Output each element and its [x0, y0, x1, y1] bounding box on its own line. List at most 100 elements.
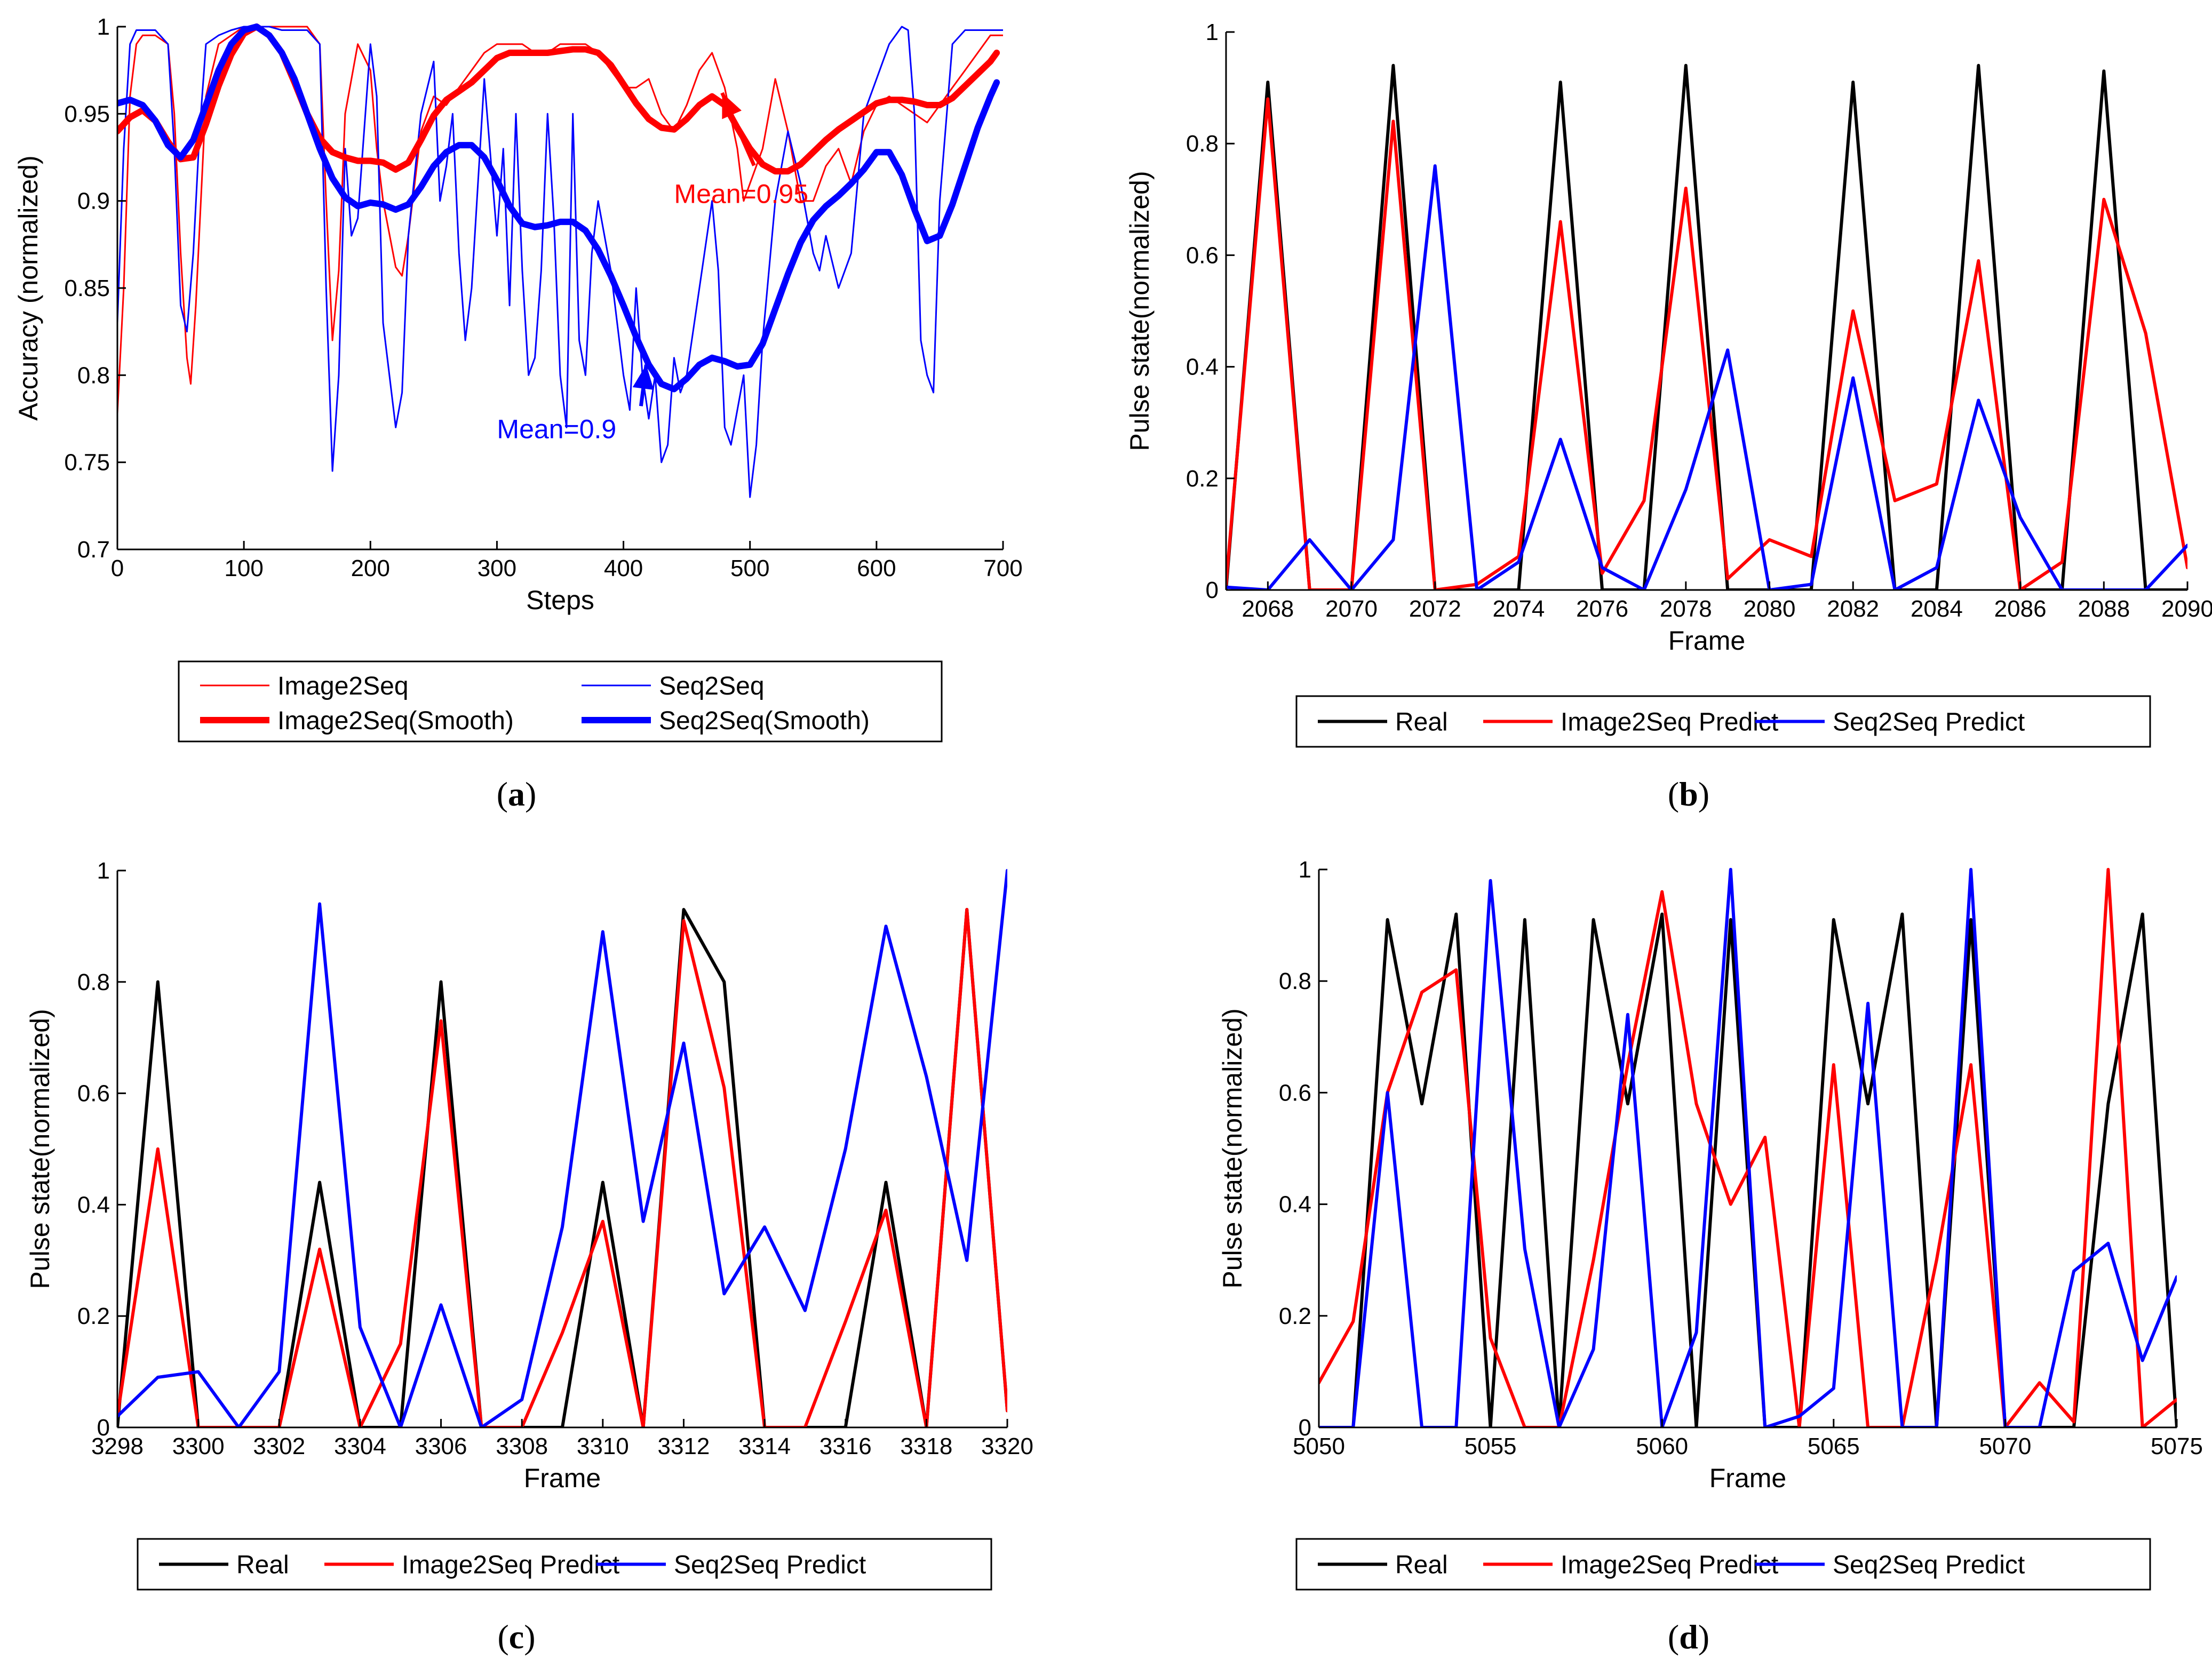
legend-box: [178, 660, 943, 743]
series-line-seq2seq: [117, 26, 1003, 498]
x-tick-label: 5050: [1293, 1433, 1345, 1459]
series-group: [117, 869, 1007, 1427]
x-tick-label: 2080: [1744, 596, 1796, 622]
x-axis-label: Frame: [1668, 626, 1745, 656]
series-group: [117, 23, 1003, 498]
x-tick-label: 2086: [1994, 596, 2047, 622]
y-axis-label: Pulse state(normalized): [1218, 1008, 1247, 1288]
x-tick-label: 3316: [819, 1433, 872, 1459]
x-tick-label: 3302: [253, 1433, 305, 1459]
annotation-arrow-head: [722, 93, 742, 119]
panel-caption: (d): [1668, 1618, 1709, 1656]
y-tick-label: 0.7: [77, 537, 110, 563]
y-tick-label: 1: [1299, 857, 1311, 883]
legend-label: Image2Seq(Smooth): [277, 707, 514, 735]
x-tick-label: 2076: [1576, 596, 1628, 622]
series-line-seq2seq-smooth-: [117, 23, 1000, 393]
series-group: [1226, 63, 2187, 590]
y-tick-label: 0.9: [77, 188, 110, 214]
x-tick-label: 0: [111, 555, 124, 581]
legend-label: Image2Seq: [277, 672, 409, 700]
series-group: [1319, 868, 2177, 1427]
x-tick-label: 2090: [2161, 596, 2212, 622]
x-axis-label: Steps: [526, 585, 594, 615]
y-tick-label: 0.4: [77, 1192, 110, 1218]
x-tick-label: 3318: [900, 1433, 952, 1459]
y-tick-label: 0.4: [1279, 1192, 1311, 1218]
y-tick-label: 0.8: [77, 362, 110, 388]
y-tick-label: 0.2: [77, 1303, 110, 1329]
legend-label: Image2Seq Predict: [1561, 1551, 1778, 1579]
chart-panel-d: 5050 5055 5060 5065 5070 5075 0 0.2 0.4 0.6 0.8 1 Fr…: [1218, 857, 2203, 1656]
y-tick-label: 0.8: [1186, 131, 1219, 157]
x-tick-label: 3300: [172, 1433, 225, 1459]
x-tick-label: 500: [730, 555, 769, 581]
series-line-image2seq-predict: [117, 908, 1007, 1427]
y-tick-label: 0.95: [64, 101, 110, 127]
legend-label: Image2Seq Predict: [402, 1551, 619, 1579]
y-tick-label: 0.85: [64, 275, 110, 301]
x-tick-label: 3308: [496, 1433, 548, 1459]
legend-label: Real: [236, 1551, 289, 1579]
y-tick-label: 0.2: [1186, 466, 1219, 492]
x-tick-label: 5065: [1808, 1433, 1860, 1459]
series-line-image2seq-smooth-: [117, 23, 1000, 175]
series-line-real: [117, 908, 1007, 1427]
series-line-seq2seq-predict: [117, 869, 1007, 1427]
x-tick-label: 5060: [1636, 1433, 1688, 1459]
x-tick-label: 600: [857, 555, 896, 581]
x-tick-label: 400: [604, 555, 643, 581]
legend-label: Seq2Seq Predict: [1833, 1551, 2025, 1579]
x-tick-label: 5075: [2151, 1433, 2203, 1459]
legend-label: Seq2Seq Predict: [1833, 708, 2025, 737]
legend-box: [1295, 695, 2151, 748]
y-tick-label: 0.6: [1186, 242, 1219, 268]
y-tick-label: 0.75: [64, 450, 110, 476]
x-tick-label: 2084: [1911, 596, 1963, 622]
y-tick-label: 0.8: [77, 969, 110, 995]
x-tick-label: 3320: [981, 1433, 1033, 1459]
y-tick-label: 0.6: [77, 1081, 110, 1107]
legend-label: Seq2Seq Predict: [674, 1551, 866, 1579]
x-tick-label: 3314: [738, 1433, 791, 1459]
y-tick-label: 0.4: [1186, 354, 1219, 380]
x-tick-label: 200: [351, 555, 390, 581]
y-tick-label: 1: [1206, 19, 1219, 45]
x-tick-label: 700: [983, 555, 1022, 581]
series-line-seq2seq-predict: [1319, 868, 2177, 1427]
x-tick-label: 2082: [1827, 596, 1879, 622]
legend-label: Seq2Seq: [659, 672, 765, 700]
annotation-label: Mean=0.95: [674, 179, 808, 209]
legend-label: Image2Seq Predict: [1561, 708, 1778, 737]
panel-caption: (a): [497, 775, 537, 813]
legend-box: [137, 1538, 992, 1591]
legend-box: [1295, 1538, 2151, 1591]
x-tick-label: 3304: [334, 1433, 386, 1459]
y-tick-label: 0.6: [1279, 1080, 1311, 1106]
y-tick-label: 0: [97, 1415, 110, 1441]
series-line-real: [1226, 63, 2187, 590]
chart-panel-a: 0 100 200 300 400 500 600 700 0.7 0.75 0.8 0.85 0.9 0…: [13, 14, 1023, 813]
x-tick-label: 3312: [658, 1433, 710, 1459]
legend-label: Seq2Seq(Smooth): [659, 707, 870, 735]
annotation-label: Mean=0.9: [497, 414, 616, 444]
series-line-image2seq: [117, 26, 1003, 414]
x-tick-label: 3306: [415, 1433, 467, 1459]
y-tick-label: 0.2: [1279, 1303, 1311, 1329]
y-axis-label: Accuracy (normalized): [13, 155, 43, 420]
x-axis-label: Frame: [1709, 1463, 1786, 1493]
x-tick-label: 2078: [1660, 596, 1712, 622]
series-line-image2seq-predict: [1226, 97, 2187, 590]
panel-caption: (b): [1668, 775, 1709, 813]
y-tick-label: 0: [1299, 1415, 1311, 1441]
x-tick-label: 300: [478, 555, 516, 581]
legend-label: Real: [1395, 1551, 1448, 1579]
chart-panel-c: 3298 3300 3302 3304 3306 3308 3310 3312 3314 3316…: [25, 858, 1033, 1656]
x-tick-label: 2088: [2078, 596, 2130, 622]
x-tick-label: 5055: [1465, 1433, 1517, 1459]
x-tick-label: 100: [224, 555, 263, 581]
annotation-arrow-head: [632, 364, 654, 390]
x-tick-label: 2072: [1409, 596, 1461, 622]
x-tick-label: 3310: [577, 1433, 629, 1459]
